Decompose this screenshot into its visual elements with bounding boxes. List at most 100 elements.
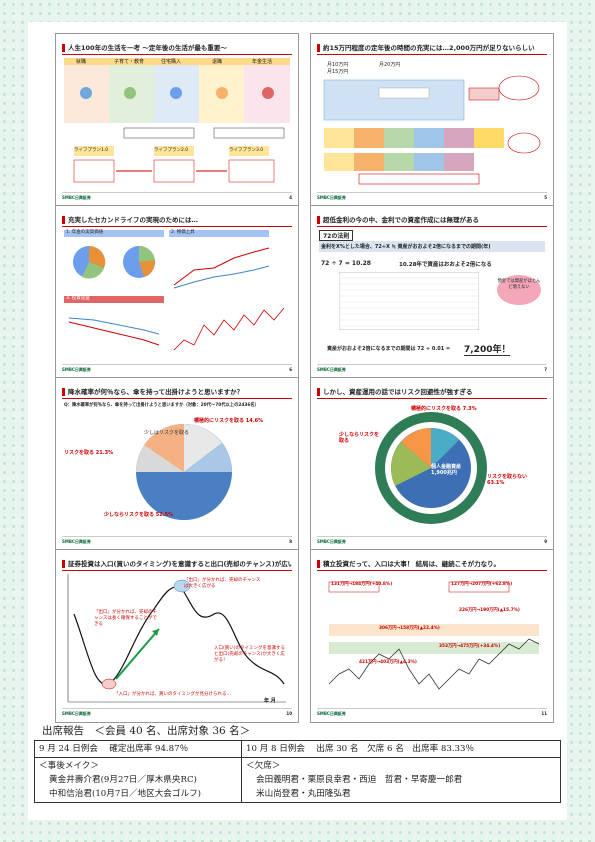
left-header: 9 月 24 日例会 確定出席率 94.87％: [34, 740, 242, 758]
slide-umbrella-survey: 降水確率が何％なら、傘を持って出掛けようと思いますか？ Q：降水確率が何％なら、…: [55, 377, 299, 551]
slide-dca: 積立投資だって、入口は大事！ 結局は、継続こそが力なり。 131万円→184万円…: [310, 549, 554, 723]
slide-number: 6: [289, 367, 292, 372]
second-life-panels: [64, 230, 285, 351]
report-heading: 出席報告 ＜会員 40 名、出席対象 36 名＞: [42, 725, 251, 737]
note-bottom: 「入口」が分かれば、買いのタイミングが見分けられる…: [114, 692, 231, 697]
slide-footer: SMBC日興証券 11: [317, 708, 547, 718]
slide-footer: SMBC日興証券 4: [62, 192, 292, 202]
absent-names: 会田義明君・栗原良幸君・西迫 哲君・早寄慶一郎君: [256, 775, 463, 785]
note-top: 「出口」が分かれば、売却のチャンスは大きく広がる: [184, 578, 261, 589]
slide-footer: SMBC日興証券 8: [62, 536, 292, 546]
slide-number: 7: [544, 367, 547, 372]
absent-label: ＜欠席＞: [246, 761, 281, 771]
smbc-logo: SMBC日興証券: [62, 539, 91, 544]
stage-label: 子育て・教育: [114, 59, 145, 65]
slide-second-life: 充実したセカンドライフの実現のためには… 1. 年金の実質価値 2. 物価上昇 …: [55, 205, 299, 379]
right-header: 10 月 8 日例会 出席 30 名 欠席 6 名 出席率 83.33％: [241, 740, 561, 758]
entry-exit-curve: [67, 574, 286, 703]
slide-footer: SMBC日興証券 5: [317, 192, 547, 202]
pie-label: 少しならリスクを取る: [339, 432, 380, 444]
slide-title: 証券投資は入口(買いのタイミング)を意識すると出口(売却のチャンス)が広い！: [62, 558, 292, 571]
note-mid: 「出口」が分かれば、売却のチャンスは長く確保することができる: [94, 610, 157, 627]
slide-title: 降水確率が何％なら、傘を持って出掛けようと思いますか？: [62, 386, 292, 399]
slide-footer: SMBC日興証券 7: [317, 364, 547, 374]
formula-result: 7,200年！: [464, 342, 511, 356]
slide-number: 11: [541, 711, 547, 716]
smbc-logo: SMBC日興証券: [62, 711, 91, 716]
smbc-logo: SMBC日興証券: [62, 195, 91, 200]
rule-line: 金利をX%とした場合、72÷X ≒ 資産がおおよそ2倍になるまでの期間(年): [319, 241, 545, 252]
slide-number: 8: [289, 539, 292, 544]
pie-label: 少しはリスクを取る: [144, 430, 190, 436]
callout: 421万円→403万円(▲4.3%): [359, 660, 417, 665]
slide-number: 9: [544, 539, 547, 544]
slide-title: 超低金利の今の中、金利での資産作成には無理がある: [317, 214, 547, 227]
survey-question: Q：降水確率が何％なら、傘を持って出掛けようと思いますか（対象：20代～70代以…: [64, 403, 259, 408]
dca-chart: [328, 581, 540, 690]
slide-footer: SMBC日興証券 6: [62, 364, 292, 374]
attendance-report: 出席報告 ＜会員 40 名、出席対象 36 名＞ 9 月 24 日例会 確定出席…: [34, 722, 561, 803]
absent-cell: ＜欠席＞ 会田義明君・栗原良幸君・西迫 哲君・早寄慶一郎君 米山尚登君・丸田隆弘…: [241, 757, 561, 803]
slide-entry-exit: 証券投資は入口(買いのタイミング)を意識すると出口(売却のチャンス)が広い！ 「…: [55, 549, 299, 723]
slide-life-plan: 人生100年の生活を一考 ～定年後の生活が最も重要～ 就職 子育て・教育 住宅購…: [55, 33, 299, 207]
smbc-logo: SMBC日興証券: [62, 367, 91, 372]
callout: 131万円→184万円(+40.8%): [331, 582, 393, 587]
makeup-name: 中和信治君(10月7日／地区大会ゴルフ): [49, 789, 202, 799]
rule-title: 72の法則: [319, 230, 354, 241]
smbc-logo: SMBC日興証券: [317, 539, 346, 544]
step-label: ライフプラン1.0: [74, 148, 109, 153]
smbc-logo: SMBC日興証券: [317, 367, 346, 372]
pie-label: リスクを取らない 63.1%: [487, 474, 528, 486]
makeup-cell: ＜事後メイク＞ 黄金井壽介君(9月27日／厚木県央RC) 中和信治君(10月7日…: [34, 757, 242, 803]
slide-body: 個人金融資産 1,900兆円 積極的にリスクを取る 7.3% 少しならリスクを取…: [319, 402, 545, 534]
attendance-table: 9 月 24 日例会 確定出席率 94.87％ 10 月 8 日例会 出席 30…: [34, 740, 561, 803]
bar-label: 月20万円: [379, 62, 401, 68]
step-label: ライフプラン3.0: [229, 148, 264, 153]
smbc-logo: SMBC日興証券: [317, 711, 346, 716]
pie-label: 少しならリスクを取る 52.5%: [104, 512, 174, 518]
slide-body: 「出口」が分かれば、売却のチャンスは大きく広がる 「出口」が分かれば、売却のチャ…: [64, 574, 290, 706]
panel-label: 3. 投資収益: [66, 296, 90, 301]
panel-label: 1. 年金の実質価値: [66, 230, 104, 235]
step-label: ライフプラン2.0: [154, 148, 189, 153]
note-right: 入口(買い)のタイミングを意識すると出口(売却のチャンス)が大きく広がる！: [214, 646, 286, 663]
makeup-label: ＜事後メイク＞: [39, 761, 99, 771]
pie-label: リスクを取る 21.3%: [64, 450, 114, 456]
slide-body: 1. 年金の実質価値 2. 物価上昇 3. 投資収益: [64, 230, 290, 362]
slide-risk-aversion: しかし、資産運用の話ではリスク回避性が強すぎる 個人金融資産 1,900兆円 積…: [310, 377, 554, 551]
slide-number: 4: [289, 195, 292, 200]
slide-footer: SMBC日興証券 9: [317, 536, 547, 546]
absent-names: 米山尚登君・丸田隆弘君: [256, 789, 351, 799]
life-plan-diagram: [64, 58, 290, 183]
slide-title: 充実したセカンドライフの実現のためには…: [62, 214, 292, 227]
callout: 306万円→158万円(▲22.4%): [379, 626, 440, 631]
slide-title: しかし、資産運用の話ではリスク回避性が強すぎる: [317, 386, 547, 399]
callout: 353万円→475万円(+34.4%): [439, 644, 501, 649]
asset-donut: [375, 412, 487, 524]
bar-label: 月15万円: [327, 69, 349, 75]
slide-number: 5: [544, 195, 547, 200]
slide-body: 131万円→184万円(+40.8%) 127万円→207万円(+62.8%) …: [319, 574, 545, 706]
smbc-logo: SMBC日興証券: [317, 195, 346, 200]
makeup-name: 黄金井壽介君(9月27日／厚木県央RC): [49, 775, 197, 785]
formula-b: 10.28年で資産はおおよそ2倍になる: [399, 262, 492, 268]
formula-c: 資産がおおよそ2倍になるまでの期間は 72 ÷ 0.01 =: [327, 346, 451, 352]
slide-title: 人生100年の生活を一考 ～定年後の生活が最も重要～: [62, 42, 292, 55]
slide-body: 月10万円 月15万円 月20万円: [319, 58, 545, 190]
formula-a: 72 ÷ 7 = 10.28: [321, 260, 371, 267]
stage-label: 就職: [76, 59, 87, 65]
callout: 226万円→190万円(▲15.7%): [459, 608, 520, 613]
bar-label: 月10万円: [327, 62, 349, 68]
rate-table: [339, 272, 479, 330]
axis-label: 年 月: [264, 698, 276, 704]
slide-footer: SMBC日興証券 10: [62, 708, 292, 718]
stage-label: 年金生活: [252, 59, 273, 65]
speech-bubble: 預金では資産がほとんど増えない: [497, 275, 541, 305]
umbrella-pie: [136, 423, 232, 520]
slide-title: 約15万円程度の定年後の時間の充実には…2,000万円が足りないらしい: [317, 42, 547, 55]
slide-retirement-gap: 約15万円程度の定年後の時間の充実には…2,000万円が足りないらしい 月10万…: [310, 33, 554, 207]
slide-rule-of-72: 超低金利の今の中、金利での資産作成には無理がある 72の法則 金利をX%とした場…: [310, 205, 554, 379]
slide-number: 10: [286, 711, 292, 716]
retirement-gap-diagram: [323, 75, 541, 185]
panel-label: 2. 物価上昇: [171, 230, 195, 235]
